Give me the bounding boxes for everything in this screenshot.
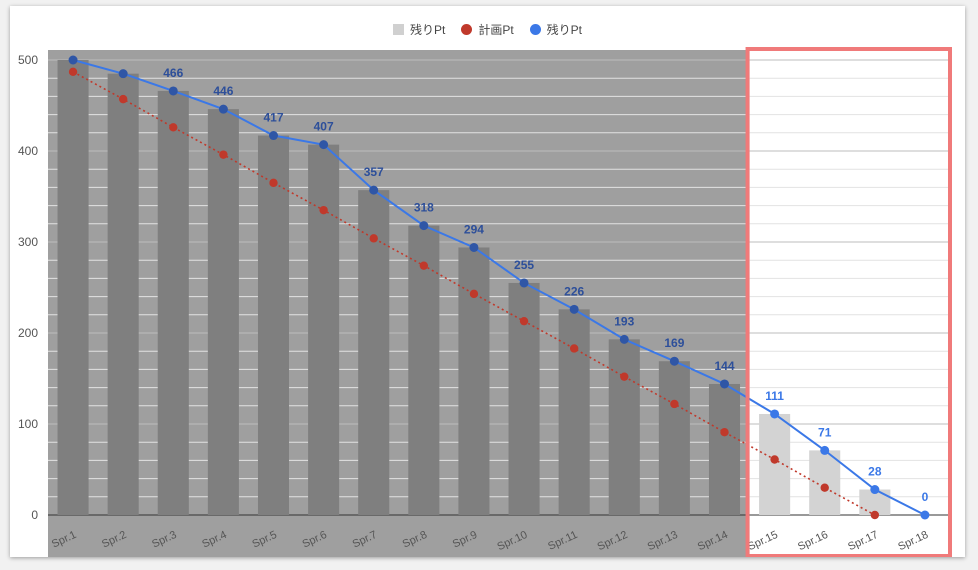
y-tick-label: 100 <box>18 417 38 431</box>
remaining-point <box>319 140 329 150</box>
bar <box>608 339 640 515</box>
plan-point <box>670 399 679 409</box>
bar <box>207 109 239 515</box>
data-label: 226 <box>564 284 584 298</box>
remaining-point <box>720 379 729 389</box>
x-tick-label: Spr.18 <box>896 529 930 553</box>
bar <box>809 450 841 515</box>
data-label: 255 <box>514 258 534 272</box>
y-tick-label: 500 <box>18 53 38 67</box>
plan-point <box>419 261 429 270</box>
legend-item-bar: 残りPt <box>392 21 446 38</box>
y-tick-label: 400 <box>18 144 38 158</box>
plan-point <box>569 344 579 353</box>
remaining-point <box>469 242 479 252</box>
plan-point <box>870 510 880 520</box>
data-label: 0 <box>922 490 929 504</box>
plan-point <box>269 178 278 188</box>
bar <box>408 225 440 515</box>
data-label: 407 <box>314 120 334 134</box>
plan-point <box>469 289 479 299</box>
data-label: 294 <box>464 222 484 236</box>
bar <box>107 73 139 516</box>
remaining-line <box>72 59 926 516</box>
data-label: 446 <box>213 84 233 98</box>
data-label: 466 <box>163 66 183 80</box>
bar <box>308 144 340 515</box>
legend-label-remaining-line: 残りPt <box>546 22 583 37</box>
plan-point <box>820 483 829 492</box>
plan-point <box>219 150 228 159</box>
bar <box>257 135 290 515</box>
remaining-point <box>68 55 78 65</box>
x-tick-label: Spr.17 <box>846 529 880 553</box>
remaining-point <box>419 221 429 231</box>
plan-point <box>620 372 629 381</box>
remaining-point <box>920 510 930 520</box>
chart-legend: 残りPt 計画Pt 残りPt <box>10 20 965 38</box>
legend-item-remaining-line: 残りPt <box>529 21 583 38</box>
remaining-point <box>269 131 278 141</box>
data-label: 111 <box>765 389 784 403</box>
data-label: 417 <box>263 111 283 125</box>
data-label: 193 <box>614 314 634 328</box>
legend-swatch-bar <box>392 23 404 35</box>
data-label: 144 <box>714 359 734 373</box>
plan-point <box>319 205 328 215</box>
legend-swatch-plan <box>461 23 473 35</box>
remaining-point <box>218 104 228 114</box>
bar <box>708 383 741 515</box>
legend-swatch-remaining-line <box>529 23 541 35</box>
legend-label-plan: 計画Pt <box>478 22 514 37</box>
remaining-point <box>669 356 679 366</box>
bar <box>558 309 590 515</box>
plan-point <box>169 123 178 132</box>
remaining-point <box>168 86 178 96</box>
remaining-point <box>369 185 379 195</box>
bar <box>759 413 791 515</box>
remaining-point <box>569 304 579 314</box>
data-label: 71 <box>818 425 832 439</box>
x-tick-label: Spr.15 <box>746 529 780 553</box>
remaining-point <box>519 278 529 288</box>
highlight-frame <box>745 47 952 557</box>
legend-label-bar: 残りPt <box>409 22 446 37</box>
remaining-point <box>870 485 880 495</box>
x-tick-label: Spr.16 <box>796 529 830 553</box>
plan-point <box>369 234 378 243</box>
data-label: 28 <box>868 465 882 479</box>
plan-point <box>118 94 128 104</box>
bar <box>658 361 690 515</box>
data-label: 169 <box>664 336 684 350</box>
y-tick-label: 200 <box>18 326 38 340</box>
plan-point <box>720 427 729 437</box>
data-label: 318 <box>414 201 434 215</box>
legend-item-plan: 計画Pt <box>461 21 514 38</box>
bar <box>57 60 89 515</box>
remaining-point <box>118 69 128 79</box>
plan-point <box>68 67 78 77</box>
y-tick-label: 300 <box>18 235 38 249</box>
chart-card: 残りPt 計画Pt 残りPt 0 100 200 300 400 500 Spr.1 Spr.… <box>10 6 965 557</box>
data-label: 357 <box>364 165 384 179</box>
plan-point <box>770 455 779 464</box>
shaded-region <box>48 50 750 557</box>
remaining-point <box>770 409 780 419</box>
remaining-point <box>820 445 830 455</box>
plan-point <box>519 316 529 326</box>
bar <box>157 90 189 515</box>
y-tick-label: 0 <box>31 508 38 522</box>
remaining-point <box>619 334 629 344</box>
